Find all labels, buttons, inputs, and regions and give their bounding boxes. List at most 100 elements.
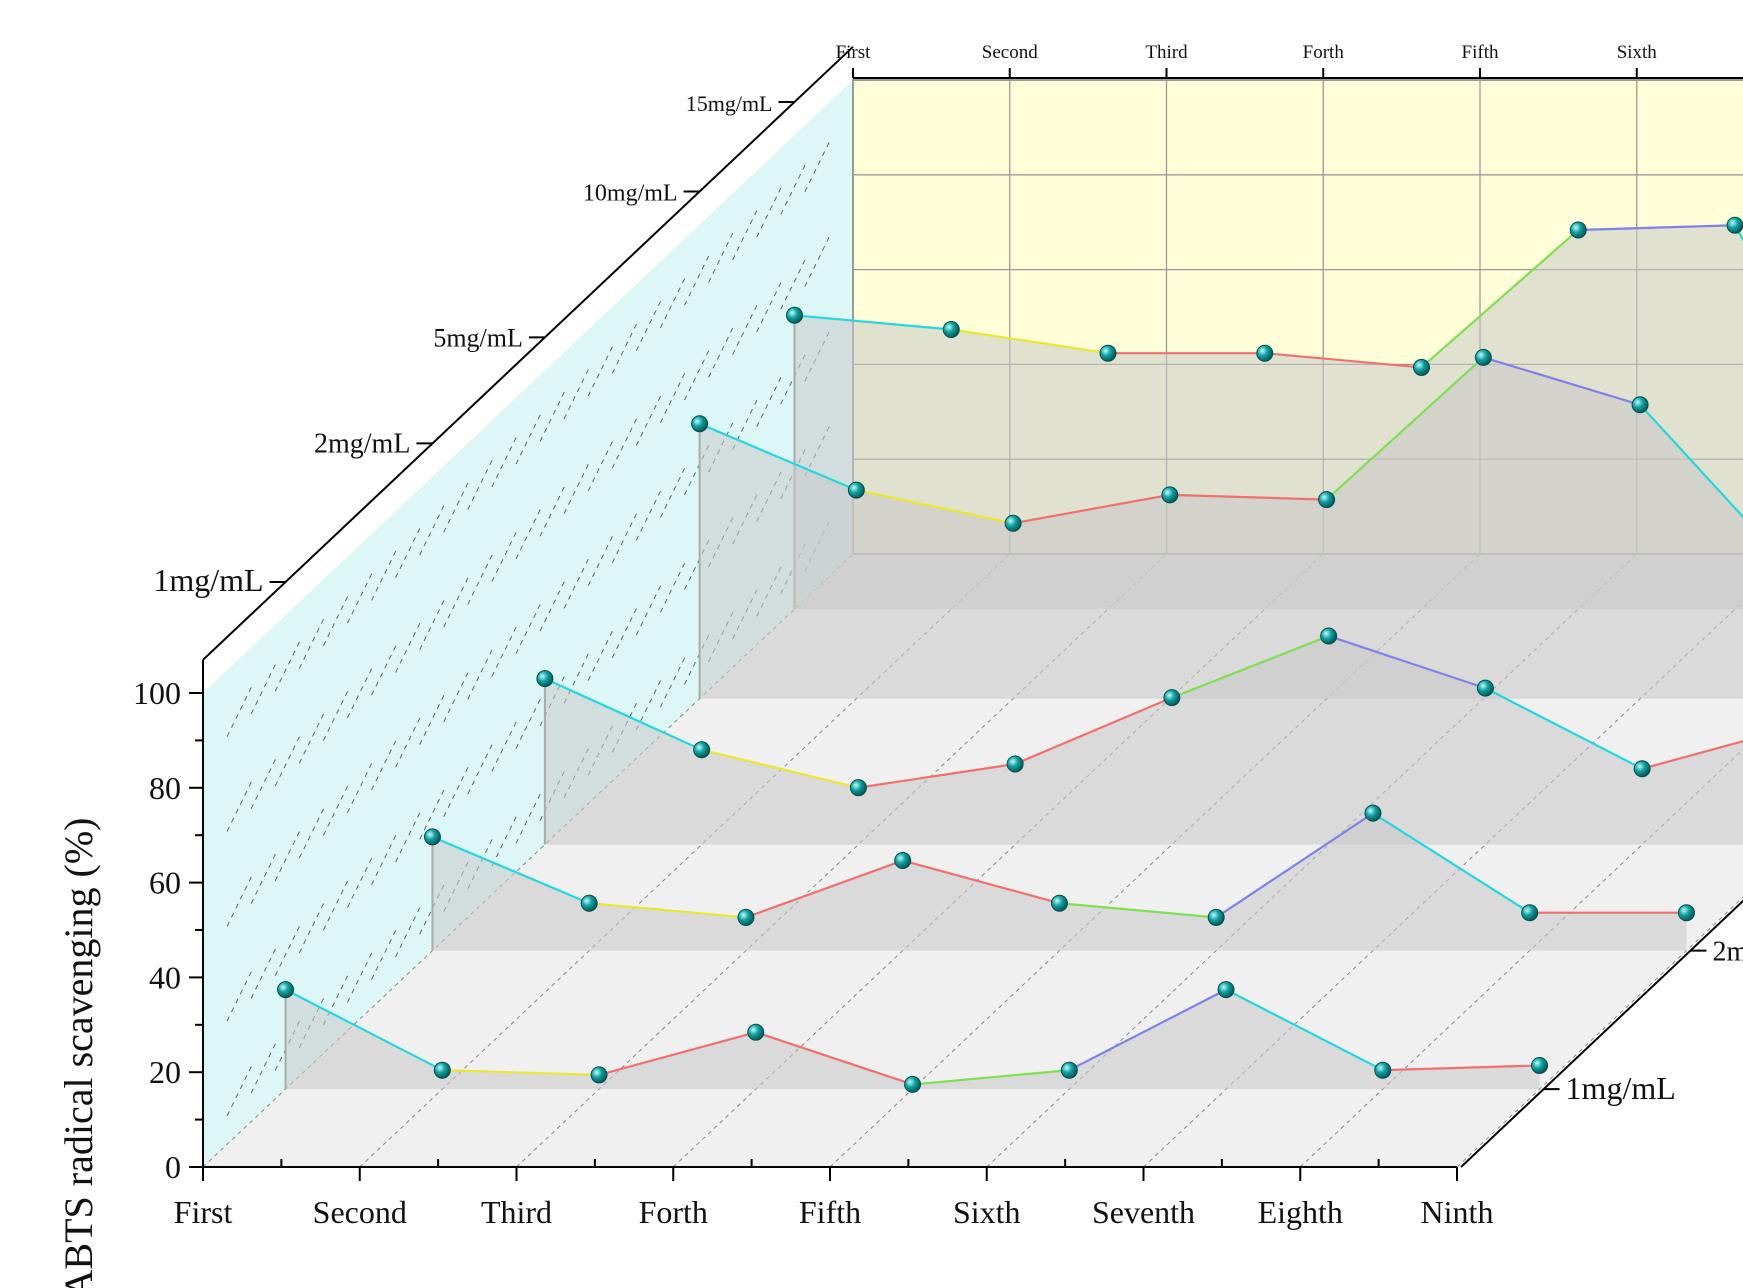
data-point-2mg-ml-sixth bbox=[1207, 908, 1225, 926]
series-line-segment bbox=[1264, 352, 1422, 369]
series-line-segment bbox=[912, 1069, 1070, 1086]
data-point-2mg-ml-second bbox=[580, 894, 598, 912]
depth-tick-label-left: 2mg/mL bbox=[314, 428, 410, 459]
data-point-15mg-ml-seventh bbox=[1726, 216, 1743, 234]
data-point-10mg-ml-first bbox=[691, 415, 709, 433]
left-wall bbox=[203, 80, 853, 1167]
series-line-segment bbox=[1068, 988, 1227, 1072]
series-2mg-ml bbox=[423, 804, 1695, 951]
data-point-2mg-ml-ninth bbox=[1677, 904, 1695, 922]
series-line-segment bbox=[1483, 356, 1641, 406]
series-line-segment bbox=[1012, 493, 1171, 525]
x-tick-label: Ninth bbox=[1421, 1194, 1494, 1230]
series-ribbon-2mg-ml bbox=[432, 813, 1687, 951]
data-point-1mg-ml-ninth bbox=[1531, 1056, 1549, 1074]
x-tick-label: Seventh bbox=[1092, 1194, 1195, 1230]
depth-tick-label-left: 5mg/mL bbox=[433, 323, 523, 352]
series-line-segment bbox=[1325, 356, 1485, 501]
series-10mg-ml bbox=[691, 348, 1743, 699]
data-point-5mg-ml-seventh bbox=[1476, 679, 1494, 697]
data-point-5mg-ml-fifth bbox=[1163, 689, 1181, 707]
series-line-segment bbox=[755, 1031, 913, 1086]
y-tick-label: 80 bbox=[149, 770, 181, 806]
data-point-1mg-ml-first bbox=[277, 981, 295, 999]
data-point-1mg-ml-eighth bbox=[1374, 1061, 1392, 1079]
x-tick-label: First bbox=[174, 1194, 233, 1230]
data-point-1mg-ml-sixth bbox=[1060, 1061, 1078, 1079]
back-x-tick-label: First bbox=[836, 42, 872, 63]
series-line-segment bbox=[745, 859, 904, 919]
series-line-segment bbox=[951, 328, 1109, 355]
series-5mg-ml bbox=[536, 627, 1743, 845]
depth-tick-label-right: 2mg/mL bbox=[1712, 937, 1743, 968]
data-point-5mg-ml-forth bbox=[1006, 755, 1024, 773]
series-line-segment bbox=[1215, 812, 1374, 919]
data-point-2mg-ml-eighth bbox=[1521, 904, 1539, 922]
y-tick-label: 60 bbox=[149, 865, 181, 901]
depth-tick-label-left: 10mg/mL bbox=[583, 180, 678, 206]
series-ribbon-1mg-ml bbox=[285, 989, 1540, 1090]
series-line-segment bbox=[856, 489, 1014, 525]
data-point-2mg-ml-forth bbox=[894, 852, 912, 870]
back-x-tick-label: Third bbox=[1145, 42, 1188, 63]
series-line-segment bbox=[1641, 740, 1743, 770]
series-line-segment bbox=[701, 748, 859, 789]
depth-axis-left-line bbox=[202, 46, 854, 661]
series-layer bbox=[277, 216, 1743, 1093]
depth-tick-label-right: 1mg/mL bbox=[1566, 1070, 1676, 1106]
back-x-tick-label: Sixth bbox=[1617, 42, 1658, 63]
data-point-5mg-ml-sixth bbox=[1320, 627, 1338, 645]
depth-axis-right-line bbox=[1460, 899, 1743, 1168]
data-point-5mg-ml-second bbox=[693, 741, 711, 759]
x-tick-label: Third bbox=[481, 1194, 552, 1230]
y-tick-label: 100 bbox=[133, 675, 181, 711]
data-point-10mg-ml-forth bbox=[1161, 486, 1179, 504]
data-point-2mg-ml-third bbox=[737, 908, 755, 926]
y-axis-title: ABTS radical scavenging (%) bbox=[56, 818, 101, 1288]
back-wall-axis: 02040608000FirstSecondThirdForthFifthSix… bbox=[836, 42, 1743, 79]
y-tick-label: 20 bbox=[149, 1054, 181, 1090]
front-axes: 0 20 40 60 80 100 ABTS radical scavenging (%) F… bbox=[56, 46, 1743, 1288]
data-point-10mg-ml-second bbox=[847, 481, 865, 499]
data-point-1mg-ml-seventh bbox=[1217, 981, 1235, 999]
series-1mg-ml bbox=[277, 981, 1549, 1093]
data-point-2mg-ml-fifth bbox=[1050, 894, 1068, 912]
data-point-10mg-ml-third bbox=[1004, 514, 1022, 532]
back-x-tick-label: Fifth bbox=[1462, 42, 1499, 63]
series-line-segment bbox=[1169, 493, 1327, 501]
data-point-15mg-ml-fifth bbox=[1413, 358, 1430, 376]
data-point-15mg-ml-sixth bbox=[1569, 221, 1587, 239]
series-line-segment bbox=[1014, 696, 1173, 765]
series-line-segment bbox=[598, 1031, 757, 1076]
x-tick-label: Fifth bbox=[799, 1194, 861, 1230]
series-line-segment bbox=[432, 835, 590, 905]
data-point-2mg-ml-seventh bbox=[1364, 804, 1382, 822]
data-point-15mg-ml-second bbox=[942, 321, 960, 339]
data-point-10mg-ml-fifth bbox=[1318, 491, 1336, 509]
data-point-5mg-ml-eighth bbox=[1633, 760, 1651, 778]
data-point-1mg-ml-third bbox=[590, 1066, 608, 1084]
data-point-10mg-ml-sixth bbox=[1474, 348, 1492, 366]
back-x-tick-label: Forth bbox=[1303, 42, 1345, 63]
data-point-15mg-ml-third bbox=[1099, 344, 1117, 362]
data-point-5mg-ml-first bbox=[536, 670, 554, 688]
series-line-segment bbox=[1171, 634, 1330, 699]
data-point-2mg-ml-first bbox=[423, 828, 441, 846]
x-tick-label: Sixth bbox=[953, 1194, 1021, 1230]
series-line-segment bbox=[1382, 1064, 1540, 1072]
series-line-segment bbox=[589, 902, 747, 919]
series-line-segment bbox=[285, 988, 443, 1072]
data-point-15mg-ml-forth bbox=[1256, 344, 1274, 362]
series-line-segment bbox=[544, 677, 703, 751]
x-tick-label: Forth bbox=[639, 1194, 708, 1230]
x-tick-label: Second bbox=[313, 1194, 407, 1230]
data-point-5mg-ml-third bbox=[849, 779, 867, 797]
y-tick-label: 40 bbox=[149, 959, 181, 995]
data-point-15mg-ml-first bbox=[786, 306, 803, 324]
series-line-segment bbox=[902, 859, 1060, 905]
depth-tick-label-left: 15mg/mL bbox=[686, 91, 773, 116]
series-ribbon-10mg-ml bbox=[699, 357, 1743, 699]
data-point-1mg-ml-second bbox=[433, 1061, 451, 1079]
data-point-1mg-ml-forth bbox=[747, 1023, 765, 1041]
